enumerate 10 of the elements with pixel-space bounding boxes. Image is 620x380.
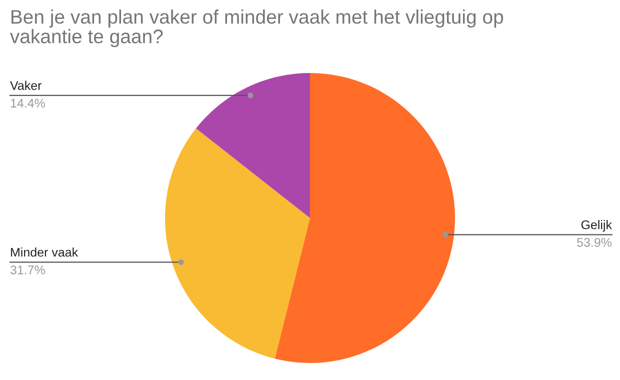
- pie-slice: [196, 73, 310, 218]
- chart-title: Ben je van plan vaker of minder vaak met het vliegtuig op vakantie te gaan?: [10, 10, 504, 48]
- slice-label: Vaker: [10, 80, 42, 90]
- slice-label: Gelijk: [581, 220, 612, 232]
- pie-slice: [165, 128, 310, 359]
- data-label: 31.7%: [10, 265, 45, 274]
- data-label: 14.4%: [10, 98, 45, 108]
- pie-slice: [274, 73, 455, 363]
- data-label: 53.9%: [577, 238, 612, 247]
- slice-label: Minder vaak: [11, 248, 78, 257]
